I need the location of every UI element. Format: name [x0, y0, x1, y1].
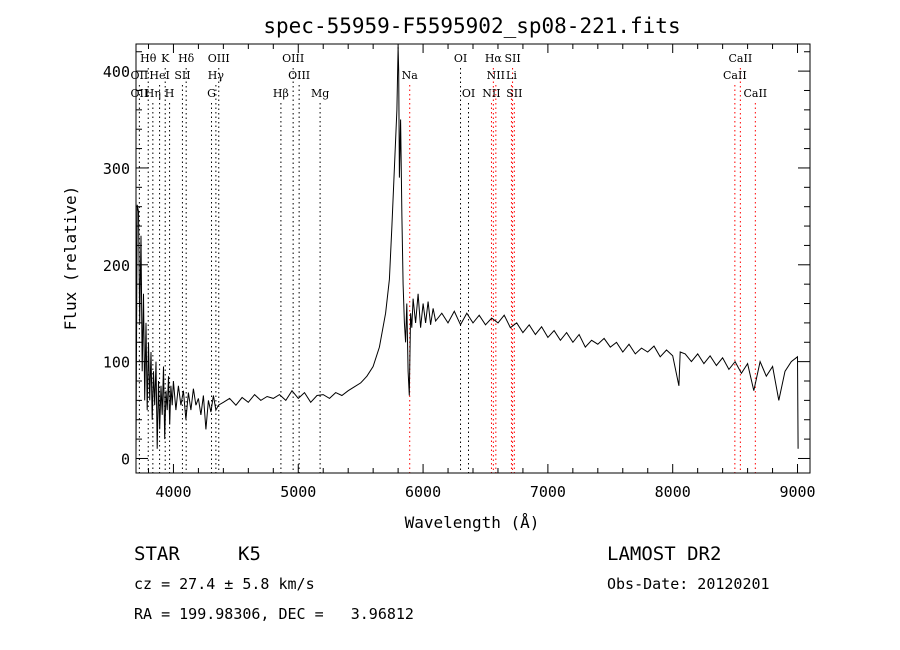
spectral-line-label: Hα	[485, 52, 503, 65]
observation-date: Obs-Date: 20120201	[607, 575, 770, 593]
y-tick-label: 300	[103, 160, 130, 178]
spectral-line-label: Mg	[311, 87, 329, 100]
x-tick-label: 4000	[155, 483, 191, 501]
spectral-line-label: H	[165, 87, 175, 100]
spectral-line-label: CaII	[729, 52, 753, 65]
x-tick-label: 6000	[405, 483, 441, 501]
spectral-line-label: Li	[506, 69, 517, 82]
chart-title: spec-55959-F5595902_sp08-221.fits	[263, 14, 680, 38]
spectral-line-label: OII	[131, 69, 149, 82]
x-tick-label: 5000	[280, 483, 316, 501]
spectral-line-label: OIII	[208, 52, 230, 65]
spectral-line-label: CaII	[743, 87, 767, 100]
y-tick-label: 200	[103, 257, 130, 275]
spectral-line-label: Hθ	[140, 52, 157, 65]
spectrum-line	[135, 46, 799, 454]
spectral-line-label: Hβ	[273, 87, 289, 100]
spectral-line-label: Hγ	[208, 69, 225, 82]
spectral-line-label: Na	[402, 69, 419, 82]
y-tick-label: 100	[103, 354, 130, 372]
plot-frame	[135, 43, 811, 474]
x-tick-label: 9000	[779, 483, 815, 501]
spectral-line-label: OIII	[282, 52, 304, 65]
x-axis: 4000 5000 6000 7000 8000 9000	[147, 44, 816, 501]
x-tick-label: 8000	[655, 483, 691, 501]
spectral-line-label: G	[207, 87, 216, 100]
spectral-line-label: K	[161, 52, 170, 65]
x-tick-label: 7000	[530, 483, 566, 501]
spectral-line-label: SII	[174, 69, 190, 82]
spectral-line-label: OII	[131, 87, 149, 100]
spectral-line-label: HeI	[149, 69, 169, 82]
spectral-line-label: Hη	[145, 87, 161, 100]
spectral-line-label: Hδ	[178, 52, 195, 65]
y-axis: 0 100 200 300 400	[103, 51, 810, 468]
spectral-line-label: CaII	[723, 69, 747, 82]
spectral-line-label: OIII	[288, 69, 310, 82]
object-subclass: K5	[238, 543, 261, 565]
y-tick-label: 0	[121, 450, 130, 468]
data-release: LAMOST DR2	[607, 543, 722, 565]
spectral-line-label: OI	[462, 87, 475, 100]
object-class: STAR	[134, 543, 180, 565]
x-axis-label: Wavelength (Å)	[405, 513, 540, 532]
spectral-line-label: SII	[504, 52, 520, 65]
y-axis-label: Flux (relative)	[61, 186, 80, 331]
y-tick-label: 400	[103, 63, 130, 81]
redshift-value: cz = 27.4 ± 5.8 km/s	[134, 575, 315, 593]
spectral-line-label: NII	[487, 69, 505, 82]
spectral-line-label: OI	[454, 52, 467, 65]
coordinates: RA = 199.98306, DEC = 3.96812	[134, 605, 414, 623]
spectral-line-label: SII	[506, 87, 522, 100]
spectral-line-label: NII	[482, 87, 500, 100]
spectrum-series	[135, 46, 799, 454]
